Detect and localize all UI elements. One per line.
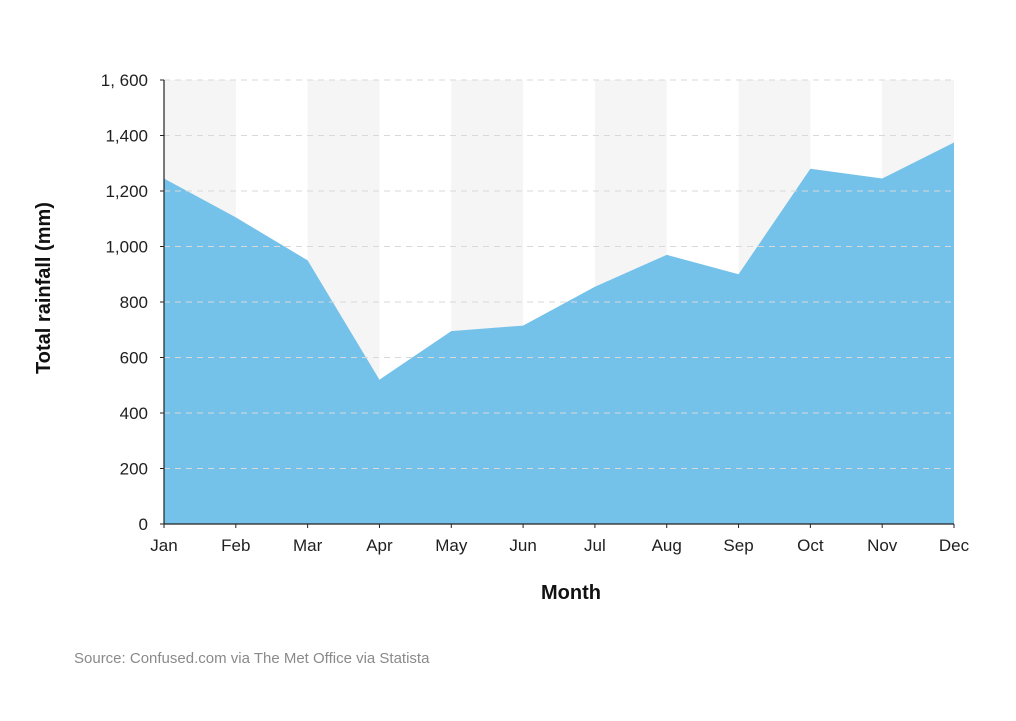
y-tick-label: 400 bbox=[120, 404, 148, 423]
x-tick-label: May bbox=[435, 536, 468, 555]
y-tick-label: 200 bbox=[120, 460, 148, 479]
x-axis-ticks: Jan Feb Mar Apr May Jun Jul Aug Sep Oct Nov Dec bbox=[150, 524, 970, 555]
x-tick-label: Feb bbox=[221, 536, 250, 555]
x-tick-label: Apr bbox=[366, 536, 393, 555]
y-tick-label: 1,200 bbox=[105, 182, 148, 201]
y-tick-label: 800 bbox=[120, 293, 148, 312]
x-tick-label: Dec bbox=[939, 536, 970, 555]
x-axis-title: Month bbox=[541, 582, 601, 604]
x-tick-label: Jun bbox=[509, 536, 536, 555]
y-tick-label: 1,400 bbox=[105, 127, 148, 146]
x-tick-label: Sep bbox=[723, 536, 753, 555]
area-fill bbox=[164, 142, 954, 524]
y-axis-title: Total rainfall (mm) bbox=[33, 202, 55, 374]
area-series bbox=[163, 142, 955, 524]
x-tick-label: Nov bbox=[867, 536, 898, 555]
x-tick-label: Jan bbox=[150, 536, 177, 555]
y-axis-ticks: 0 200 400 600 800 1,000 1,200 1,400 1, 600 bbox=[101, 71, 164, 534]
y-tick-label: 1, 600 bbox=[101, 71, 148, 90]
y-tick-label: 1,000 bbox=[105, 238, 148, 257]
x-tick-label: Mar bbox=[293, 536, 323, 555]
y-tick-label: 600 bbox=[120, 349, 148, 368]
x-tick-label: Oct bbox=[797, 536, 824, 555]
source-note: Source: Confused.com via The Met Office … bbox=[74, 650, 430, 667]
x-tick-label: Aug bbox=[652, 536, 682, 555]
y-tick-label: 0 bbox=[139, 515, 148, 534]
x-tick-label: Jul bbox=[584, 536, 606, 555]
